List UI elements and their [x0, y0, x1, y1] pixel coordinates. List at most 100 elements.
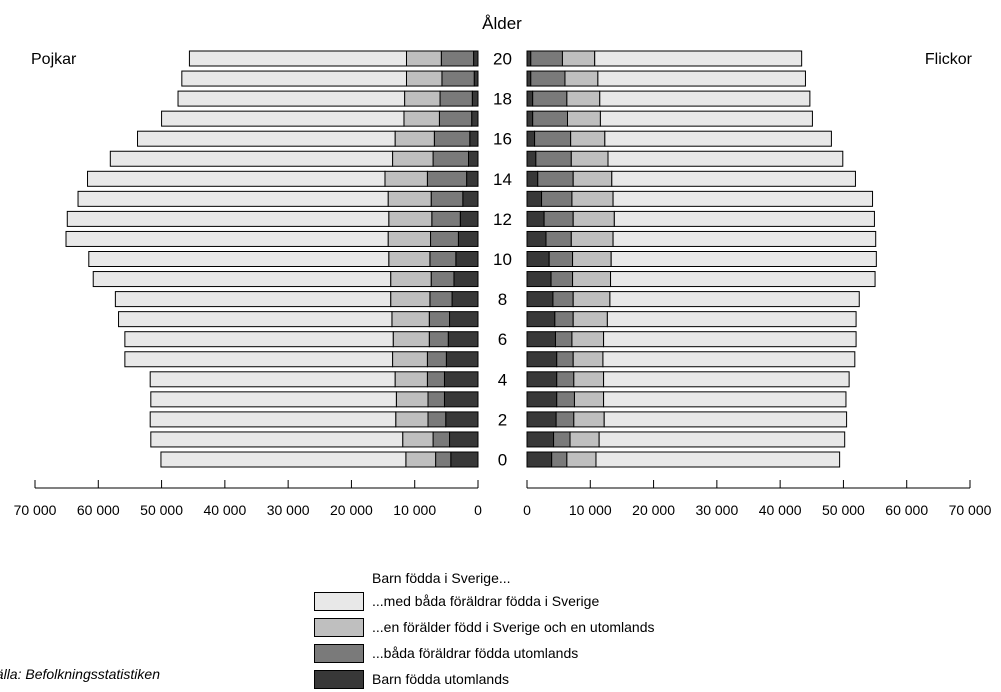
- bar-boys-age-1: [449, 431, 479, 448]
- bar-boys-age-12: [431, 210, 461, 227]
- bar-boys-age-10: [88, 251, 390, 267]
- bar-boys-age-2: [445, 411, 479, 428]
- bar-girls-age-9: [572, 271, 612, 288]
- bar-girls-age-8: [526, 291, 554, 308]
- bar-boys-age-5: [392, 351, 428, 368]
- bar-girls-age-0: [566, 451, 597, 468]
- legend-label: ...en förälder född i Sverige och en uto…: [372, 619, 655, 635]
- bar-girls-age-5: [556, 351, 574, 368]
- bar-boys-age-8: [429, 291, 453, 308]
- bar-girls-age-17: [532, 110, 569, 127]
- age-tick-label: 20: [493, 50, 512, 69]
- x-tick-label-boys: 50 000: [140, 502, 183, 518]
- bar-boys-age-13: [430, 190, 464, 207]
- bar-boys-age-17: [471, 110, 479, 127]
- x-tick-label-girls: 70 000: [949, 502, 992, 518]
- bar-girls-age-6: [554, 331, 573, 348]
- x-tick-label-boys: 30 000: [267, 502, 310, 518]
- bar-girls-age-8: [552, 291, 574, 308]
- bar-boys-age-14: [466, 170, 479, 187]
- bar-girls-age-6: [571, 331, 605, 348]
- bar-boys-age-0: [160, 451, 407, 468]
- bar-girls-age-15: [607, 150, 844, 167]
- x-tick-label-girls: 50 000: [822, 502, 865, 518]
- x-tick-label-girls: 10 000: [569, 502, 612, 518]
- age-tick-label: 16: [493, 130, 512, 149]
- bar-girls-age-14: [537, 170, 574, 187]
- bar-girls-age-13: [612, 190, 874, 207]
- bar-boys-age-16: [394, 130, 435, 147]
- bar-girls-age-2: [573, 411, 605, 428]
- bar-boys-age-11: [457, 230, 479, 247]
- legend-swatch: [314, 643, 364, 663]
- legend-item: ...en förälder född i Sverige och en uto…: [314, 614, 655, 640]
- bar-boys-age-6: [447, 331, 479, 348]
- bar-boys-age-14: [426, 170, 468, 187]
- bar-boys-age-11: [430, 230, 459, 247]
- age-tick-label: 0: [498, 451, 507, 470]
- bar-boys-age-19: [441, 70, 475, 87]
- bar-boys-age-10: [455, 251, 479, 267]
- bar-girls-age-16: [526, 130, 536, 147]
- bar-girls-age-10: [526, 251, 550, 267]
- bar-girls-age-20: [526, 50, 532, 67]
- bar-boys-age-4: [394, 371, 428, 388]
- bar-boys-age-11: [65, 230, 389, 247]
- bar-boys-age-20: [188, 50, 407, 67]
- bar-boys-age-3: [395, 391, 429, 408]
- bars-group: [65, 50, 877, 468]
- bar-boys-age-2: [427, 411, 447, 428]
- bar-boys-age-16: [433, 130, 471, 147]
- x-tick-label-girls: 60 000: [885, 502, 928, 518]
- bar-girls-age-0: [551, 451, 568, 468]
- right-group-label: Flickor: [925, 51, 973, 68]
- bar-girls-age-10: [548, 251, 574, 267]
- bar-girls-age-14: [572, 170, 613, 187]
- bar-girls-age-9: [526, 271, 552, 288]
- bar-boys-age-9: [390, 271, 432, 288]
- bar-girls-age-2: [603, 411, 848, 428]
- bar-boys-age-5: [445, 351, 479, 368]
- bar-girls-age-14: [526, 170, 539, 187]
- bar-boys-age-20: [473, 50, 479, 67]
- bar-boys-age-7: [118, 311, 393, 328]
- bar-boys-age-17: [438, 110, 473, 127]
- bar-boys-age-2: [395, 411, 429, 428]
- bar-girls-age-17: [526, 110, 534, 127]
- bar-boys-age-18: [439, 90, 473, 107]
- bar-girls-age-20: [594, 50, 803, 67]
- bar-boys-age-5: [426, 351, 447, 368]
- legend-item: Barn födda utomlands: [314, 666, 655, 692]
- bar-boys-age-9: [92, 271, 392, 288]
- bar-boys-age-6: [392, 331, 430, 348]
- bar-girls-age-12: [572, 210, 615, 227]
- age-tick-label: 4: [498, 370, 507, 389]
- bar-boys-age-9: [453, 271, 479, 288]
- x-tick-label-girls: 0: [523, 502, 531, 518]
- bar-girls-age-15: [535, 150, 572, 167]
- bar-girls-age-19: [526, 70, 532, 87]
- bar-girls-age-0: [595, 451, 841, 468]
- bar-girls-age-14: [611, 170, 856, 187]
- bar-girls-age-1: [526, 431, 555, 448]
- bar-girls-age-8: [609, 291, 860, 308]
- bar-boys-age-14: [384, 170, 428, 187]
- bar-girls-age-0: [526, 451, 553, 468]
- bar-boys-age-1: [402, 431, 434, 448]
- bar-girls-age-3: [573, 391, 605, 408]
- bar-boys-age-15: [432, 150, 470, 167]
- bar-boys-age-5: [124, 351, 394, 368]
- bar-girls-age-1: [553, 431, 571, 448]
- x-tick-label-boys: 10 000: [393, 502, 436, 518]
- x-tick-label-boys: 70 000: [14, 502, 57, 518]
- bar-boys-age-4: [149, 371, 396, 388]
- bar-girls-age-5: [526, 351, 558, 368]
- bar-girls-age-7: [554, 311, 574, 328]
- bar-boys-age-9: [430, 271, 455, 288]
- bar-girls-age-12: [613, 210, 875, 227]
- axes-group: [34, 480, 971, 489]
- bar-boys-age-17: [161, 110, 405, 127]
- bar-girls-age-5: [602, 351, 856, 368]
- bar-boys-age-7: [428, 311, 451, 328]
- bar-girls-age-9: [550, 271, 574, 288]
